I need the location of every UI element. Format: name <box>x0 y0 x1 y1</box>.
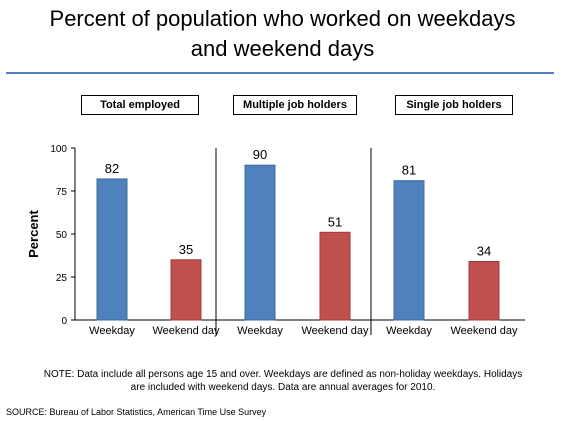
bar-weekday <box>393 180 425 321</box>
bar-value-label: 90 <box>253 147 267 162</box>
bar-value-label: 82 <box>105 161 119 176</box>
chart-title: Percent of population who worked on week… <box>0 4 565 64</box>
y-tick-label: 25 <box>56 273 68 284</box>
x-category-label: Weekend day <box>152 325 220 337</box>
chart-title-line-2: and weekend days <box>190 36 375 61</box>
x-category-label: Weekday <box>89 325 135 337</box>
y-tick-label: 75 <box>56 187 68 198</box>
title-divider <box>6 72 554 74</box>
x-category-label: Weekday <box>237 325 283 337</box>
bar-weekday <box>96 178 128 321</box>
chart-note: NOTE: Data include all persons age 15 an… <box>8 368 558 394</box>
panel-label-multiple-job-holders: Multiple job holders <box>233 95 357 115</box>
bar-weekend-day <box>170 259 202 321</box>
bar-weekend-day <box>319 231 351 321</box>
chart-note-line-1: NOTE: Data include all persons age 15 an… <box>43 369 523 380</box>
panel-label-total-employed: Total employed <box>81 95 199 115</box>
y-tick-label: 0 <box>61 316 67 327</box>
bar-weekday <box>244 164 276 321</box>
bar-value-label: 81 <box>402 163 416 178</box>
chart-source: SOURCE: Bureau of Labor Statistics, Amer… <box>6 407 267 417</box>
panel-label-single-job-holders: Single job holders <box>395 95 513 115</box>
bar-value-label: 51 <box>328 214 342 229</box>
x-category-label: Weekend day <box>301 325 369 337</box>
chart-title-line-1: Percent of population who worked on week… <box>49 6 516 31</box>
bar-weekend-day <box>468 261 500 321</box>
bar-value-label: 34 <box>477 244 491 259</box>
y-tick-label: 50 <box>56 230 68 241</box>
x-category-label: Weekend day <box>450 325 518 337</box>
y-axis-label: Percent <box>26 209 41 257</box>
bar-value-label: 35 <box>179 242 193 257</box>
chart-note-line-2: are included with weekend days. Data are… <box>130 382 436 393</box>
y-tick-label: 100 <box>50 144 67 155</box>
x-category-label: Weekday <box>386 325 432 337</box>
